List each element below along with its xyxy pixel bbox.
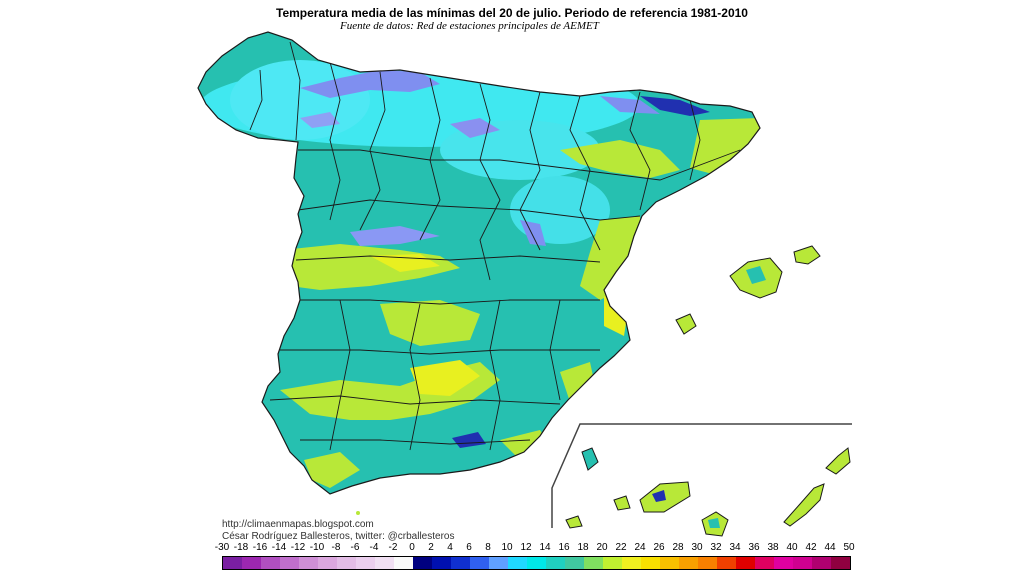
iberian-peninsula	[197, 31, 761, 495]
legend-swatch	[489, 557, 508, 569]
legend-label: -2	[388, 542, 398, 553]
legend-label: 50	[843, 542, 855, 553]
legend-label: 44	[824, 542, 836, 553]
sierra-nevada	[452, 432, 486, 448]
legend-swatch	[261, 557, 280, 569]
legend-label: 16	[558, 542, 570, 553]
legend-label: 18	[577, 542, 589, 553]
legend-swatch	[280, 557, 299, 569]
ebro-valley-warm	[560, 140, 680, 178]
legend-swatch	[413, 557, 432, 569]
legend-swatch	[242, 557, 261, 569]
legend-swatch	[565, 557, 584, 569]
legend-label: 0	[409, 542, 415, 553]
legend-swatch	[774, 557, 793, 569]
legend-label: 42	[805, 542, 817, 553]
legend-swatch	[603, 557, 622, 569]
legend-label: 4	[447, 542, 453, 553]
legend-label: 38	[767, 542, 779, 553]
legend-label: 36	[748, 542, 760, 553]
credits: http://climaenmapas.blogspot.com César R…	[222, 519, 454, 543]
legend-label: 40	[786, 542, 798, 553]
legend-swatch	[736, 557, 755, 569]
legend-label: -30	[214, 542, 230, 553]
legend-label: -18	[233, 542, 249, 553]
legend-swatch	[812, 557, 831, 569]
guadiana-basin-warm	[380, 300, 480, 346]
canary-islands-inset	[551, 423, 852, 537]
cantabrian-mountains	[300, 70, 440, 98]
legend-label: 14	[539, 542, 551, 553]
legend-swatch	[717, 557, 736, 569]
legend-swatch	[432, 557, 451, 569]
legend-swatch	[831, 557, 850, 569]
legend-label: 32	[710, 542, 722, 553]
credits-url: http://climaenmapas.blogspot.com	[222, 519, 374, 530]
legend-swatch	[679, 557, 698, 569]
legend-label: 6	[466, 542, 472, 553]
legend-swatch	[337, 557, 356, 569]
legend-swatch	[584, 557, 603, 569]
legend-label: -6	[350, 542, 360, 553]
legend-swatch	[318, 557, 337, 569]
legend-swatch	[375, 557, 394, 569]
legend-color-bar	[222, 556, 851, 570]
legend-label: -4	[369, 542, 379, 553]
legend-swatch	[546, 557, 565, 569]
map-title-block: Temperatura media de las mínimas del 20 …	[0, 6, 1024, 32]
legend-label: -12	[290, 542, 306, 553]
fuerteventura	[783, 483, 825, 527]
ceuta-marker	[356, 511, 360, 515]
legend-label: 10	[501, 542, 513, 553]
legend-label: -14	[271, 542, 287, 553]
legend-swatch	[451, 557, 470, 569]
data-source-subtitle: Fuente de datos: Red de estaciones princ…	[340, 20, 599, 32]
credits-author: César Rodríguez Ballesteros, twitter: @c…	[222, 531, 455, 542]
legend-label: 22	[615, 542, 627, 553]
legend-swatch	[641, 557, 660, 569]
inset-frame	[551, 423, 852, 528]
map-title: Temperatura media de las mínimas del 20 …	[276, 6, 748, 20]
legend-swatch	[470, 557, 489, 569]
legend-label: 20	[596, 542, 608, 553]
legend-label: 24	[634, 542, 646, 553]
legend-swatch	[755, 557, 774, 569]
legend-label: -10	[309, 542, 325, 553]
legend-label: 2	[428, 542, 434, 553]
legend-label: 26	[653, 542, 665, 553]
legend-label: -8	[331, 542, 341, 553]
legend-swatch	[698, 557, 717, 569]
legend-swatch	[527, 557, 546, 569]
legend-label: 30	[691, 542, 703, 553]
legend-swatch	[508, 557, 527, 569]
legend-label: 8	[485, 542, 491, 553]
balearic-islands	[675, 245, 821, 335]
province-borders	[249, 41, 741, 451]
legend-swatch	[660, 557, 679, 569]
legend-swatch	[793, 557, 812, 569]
legend-label: -16	[252, 542, 268, 553]
legend-swatch	[223, 557, 242, 569]
legend-swatch	[356, 557, 375, 569]
legend-swatch	[394, 557, 413, 569]
legend-label: 34	[729, 542, 741, 553]
legend-swatch	[622, 557, 641, 569]
legend-label: 28	[672, 542, 684, 553]
guadalquivir-hottest	[410, 360, 480, 396]
legend-swatch	[299, 557, 318, 569]
legend-label: 12	[520, 542, 532, 553]
